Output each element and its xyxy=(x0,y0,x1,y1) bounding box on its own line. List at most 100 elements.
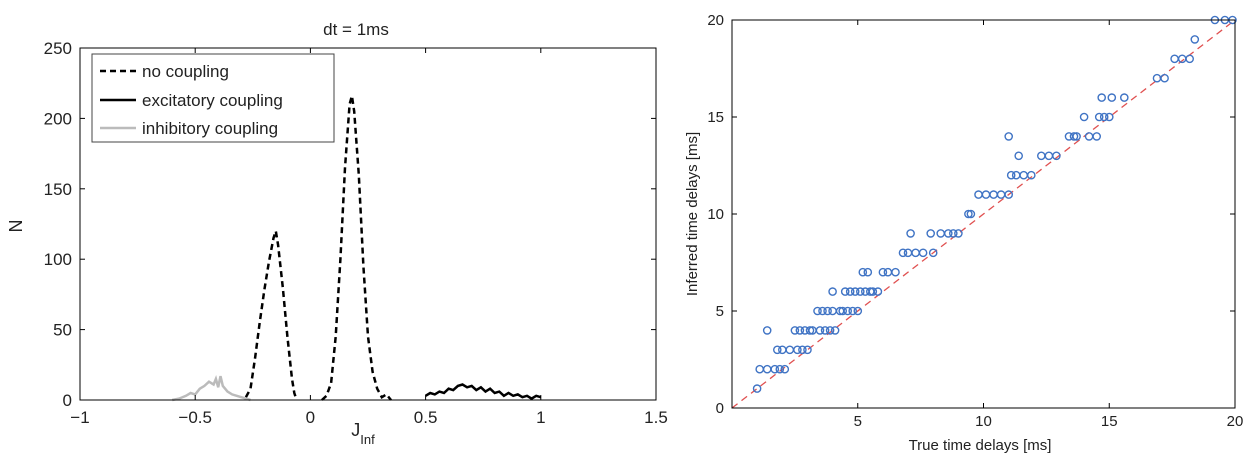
scatter-point xyxy=(1004,132,1014,141)
scatter-point xyxy=(974,190,983,199)
scatter-points-group xyxy=(752,15,1237,393)
scatter-point xyxy=(1014,151,1024,161)
series-line-inhibitory-coupling xyxy=(171,375,251,402)
scatter-point xyxy=(1160,73,1169,83)
histogram-x-axis-label-main: J xyxy=(351,420,360,440)
scatter-point xyxy=(813,306,822,316)
scatter-point xyxy=(1170,54,1179,64)
legend-label-inhibitory-coupling: inhibitory coupling xyxy=(142,119,278,138)
series-line-excitatory-coupling xyxy=(424,383,542,401)
scatter-point xyxy=(1044,151,1054,161)
scatter-point xyxy=(752,384,762,393)
scatter-point xyxy=(853,306,863,316)
x-tick-label: 1.5 xyxy=(644,408,668,427)
scatter-point xyxy=(823,306,832,316)
x-tick-label: 10 xyxy=(975,413,992,430)
scatter-point xyxy=(1099,112,1109,122)
x-tick-label: 0.5 xyxy=(414,408,438,427)
x-tick-label: 1 xyxy=(536,408,545,427)
scatter-point xyxy=(1185,54,1194,64)
identity-reference-line xyxy=(731,19,1236,409)
scatter-point xyxy=(785,345,795,355)
y-tick-label: 50 xyxy=(53,321,72,340)
y-tick-label: 5 xyxy=(716,303,724,320)
scatter-point xyxy=(863,267,873,277)
scatter-point xyxy=(1027,170,1036,180)
scatter-point xyxy=(906,229,915,238)
y-tick-label: 0 xyxy=(63,391,72,410)
x-tick-label: −0.5 xyxy=(178,408,212,427)
scatter-point xyxy=(1084,132,1094,141)
scatter-point xyxy=(820,326,830,335)
scatter-point xyxy=(989,190,998,199)
scatter-point xyxy=(780,364,790,374)
histogram-y-axis-label: N xyxy=(6,220,26,233)
scatter-point xyxy=(1097,93,1106,102)
scatter-point xyxy=(944,229,953,238)
histogram-x-axis-label: JInf xyxy=(351,420,375,447)
scatter-point xyxy=(850,287,860,296)
scatter-point xyxy=(845,287,855,296)
x-tick-label: 20 xyxy=(1227,413,1244,430)
legend-label-excitatory-coupling: excitatory coupling xyxy=(142,91,283,110)
scatter-point xyxy=(843,306,853,316)
scatter-point xyxy=(868,287,878,296)
scatter-point xyxy=(1004,190,1014,199)
scatter-point xyxy=(1052,151,1061,161)
scatter-point xyxy=(1006,170,1016,180)
scatter-point xyxy=(954,229,963,238)
delay-scatter-chart: 5 10 15 20 0 5 10 15 20 True time delays [ms] In… xyxy=(684,12,1243,454)
y-tick-label: 150 xyxy=(44,180,72,199)
scatter-point xyxy=(949,229,958,238)
scatter-point xyxy=(775,364,785,374)
scatter-point xyxy=(858,267,868,277)
scatter-point xyxy=(805,326,815,335)
scatter-point xyxy=(790,326,800,335)
scatter-point xyxy=(966,209,976,219)
scatter-point xyxy=(936,229,946,238)
scatter-point xyxy=(926,229,936,238)
scatter-point xyxy=(918,248,928,258)
scatter-point xyxy=(996,190,1006,199)
y-tick-label: 200 xyxy=(44,109,72,128)
scatter-point xyxy=(1011,170,1021,180)
y-tick-label: 100 xyxy=(44,250,72,269)
y-tick-label: 10 xyxy=(707,206,724,223)
histogram-series-group xyxy=(171,95,542,402)
scatter-point xyxy=(1069,132,1079,141)
scatter-point xyxy=(815,326,825,335)
histogram-ticks-group: −1 −0.5 0 0.5 1 1.5 0 50 100 150 200 250 xyxy=(44,39,668,427)
scatter-point xyxy=(755,364,765,374)
scatter-point xyxy=(770,364,780,374)
scatter-point xyxy=(1072,132,1081,141)
scatter-point xyxy=(828,287,837,296)
scatter-point xyxy=(1107,93,1117,102)
scatter-y-axis-label: Inferred time delays [ms] xyxy=(684,132,701,296)
scatter-point xyxy=(883,267,893,277)
histogram-chart: dt = 1ms −1 −0.5 0 0.5 1 1.5 0 50 100 150 200 250 N… xyxy=(6,20,668,447)
x-tick-label: 0 xyxy=(306,408,315,427)
scatter-point xyxy=(778,345,787,355)
scatter-point xyxy=(803,345,812,355)
y-tick-label: 15 xyxy=(707,109,724,126)
scatter-point xyxy=(762,326,772,335)
series-line-no-coupling xyxy=(321,95,392,401)
scatter-point xyxy=(1019,170,1029,180)
x-tick-label: 15 xyxy=(1101,413,1118,430)
scatter-point xyxy=(1120,93,1129,102)
scatter-point xyxy=(891,267,900,277)
legend-label-no-coupling: no coupling xyxy=(142,62,229,81)
scatter-point xyxy=(898,248,908,258)
histogram-legend: no coupling excitatory coupling inhibito… xyxy=(91,53,335,143)
scatter-point xyxy=(840,287,850,296)
scatter-point xyxy=(828,306,837,316)
scatter-point xyxy=(1094,112,1104,122)
scatter-point xyxy=(964,209,973,219)
scatter-point xyxy=(793,345,802,355)
y-tick-label: 0 xyxy=(716,400,724,417)
scatter-point xyxy=(830,326,840,335)
x-tick-label: −1 xyxy=(70,408,89,427)
scatter-point xyxy=(773,345,782,355)
scatter-point xyxy=(762,364,772,374)
scatter-point xyxy=(838,306,848,316)
